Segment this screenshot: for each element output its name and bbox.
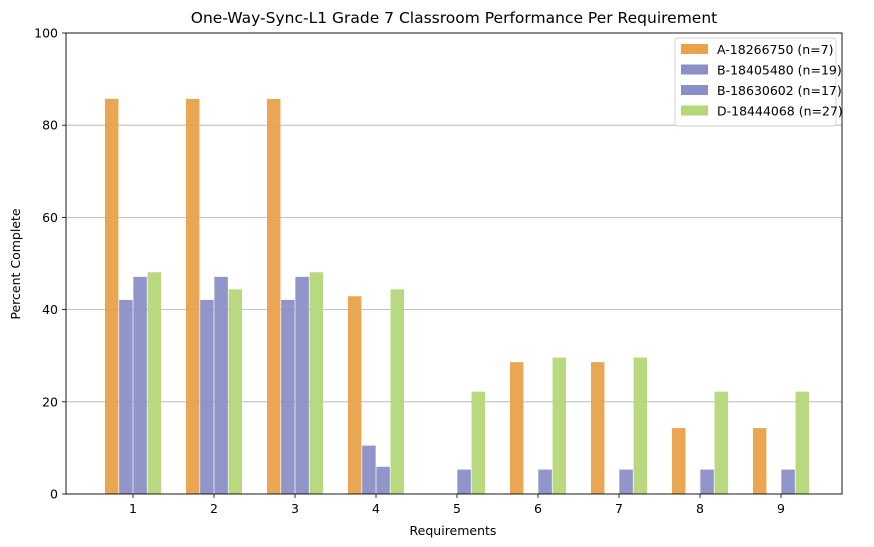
x-tick-label: 8 — [696, 501, 704, 516]
bar — [376, 466, 390, 494]
bar — [671, 428, 686, 494]
plot-frame — [65, 32, 843, 495]
legend-swatch — [681, 85, 708, 95]
bar — [104, 98, 119, 494]
x-tick-label: 2 — [210, 501, 218, 516]
x-tick-label: 4 — [372, 501, 380, 516]
bar — [752, 428, 767, 494]
bar — [228, 289, 243, 494]
bar — [471, 391, 486, 494]
x-tick-label: 5 — [453, 501, 461, 516]
axes: 0 20 40 60 80 100 1 2 3 4 5 6 7 8 9 — [34, 26, 843, 516]
bar — [509, 362, 524, 494]
x-tick-label: 3 — [291, 501, 299, 516]
legend-box — [674, 37, 837, 127]
y-tick-label: 40 — [42, 302, 58, 317]
legend-swatch — [681, 64, 708, 75]
x-tick-label: 6 — [534, 501, 542, 516]
bar — [590, 362, 605, 494]
bar — [362, 445, 376, 494]
y-tick-label: 80 — [42, 118, 58, 133]
bar — [795, 391, 810, 494]
bar — [147, 272, 162, 494]
bars — [104, 98, 810, 494]
legend-label: A-18266750 (n=7) — [717, 42, 834, 57]
bar — [281, 299, 295, 494]
chart-title: One-Way-Sync-L1 Grade 7 Classroom Perfor… — [191, 9, 717, 27]
legend-swatch — [681, 105, 708, 116]
x-tick-label: 1 — [129, 501, 137, 516]
legend-label: D-18444068 (n=27) — [717, 104, 843, 119]
bar — [214, 276, 228, 494]
bar — [714, 391, 729, 494]
bar — [700, 469, 714, 494]
legend-label: B-18405480 (n=19) — [717, 63, 842, 78]
legend-label: B-18630602 (n=17) — [717, 83, 842, 98]
y-tick-label: 0 — [50, 487, 58, 502]
y-tick-label: 100 — [34, 26, 58, 41]
bar — [781, 469, 795, 494]
bar — [347, 296, 362, 494]
x-tick-label: 7 — [615, 501, 623, 516]
y-tick-label: 20 — [42, 394, 58, 409]
bar — [266, 98, 281, 494]
legend: A-18266750 (n=7) B-18405480 (n=19) B-18630… — [674, 37, 843, 127]
x-axis-title: Requirements — [410, 523, 497, 538]
bar — [619, 469, 633, 494]
y-tick-label: 60 — [42, 210, 58, 225]
x-tick-label: 9 — [777, 501, 785, 516]
bar — [295, 276, 309, 494]
y-axis-title: Percent Complete — [8, 208, 23, 320]
bar — [309, 272, 324, 494]
bar — [633, 357, 648, 494]
bar — [119, 299, 133, 494]
bar — [552, 357, 567, 494]
bar — [457, 469, 471, 494]
bar — [200, 299, 214, 494]
bar — [133, 276, 147, 494]
legend-swatch — [681, 44, 708, 54]
gridlines — [66, 124, 842, 403]
bar — [390, 289, 405, 494]
bar — [185, 98, 200, 494]
bar — [538, 469, 552, 494]
